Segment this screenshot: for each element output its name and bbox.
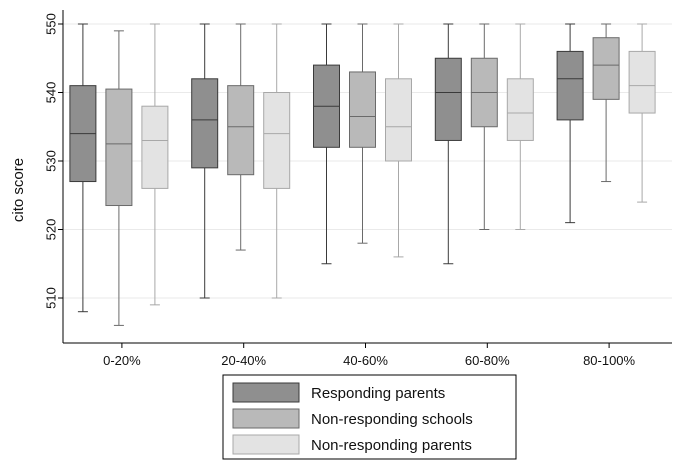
axes xyxy=(62,10,672,344)
x-tick-label: 20-40% xyxy=(221,353,266,368)
iqr-box xyxy=(105,88,133,207)
box-3-0 xyxy=(434,23,462,265)
legend-item: Responding parents xyxy=(232,382,445,403)
x-tick-label: 80-100% xyxy=(583,353,635,368)
legend-item: Non-responding schools xyxy=(232,408,473,429)
iqr-box xyxy=(592,37,620,100)
legend-item: Non-responding parents xyxy=(232,434,472,455)
box-4-1 xyxy=(592,23,620,183)
box-3-1 xyxy=(470,23,498,230)
iqr-box xyxy=(506,78,534,141)
legend-swatch xyxy=(232,408,300,429)
box-1-0 xyxy=(191,23,219,299)
y-tick-label: 520 xyxy=(43,219,58,241)
x-tick-label: 0-20% xyxy=(103,353,141,368)
iqr-box xyxy=(349,71,376,148)
y-tick-label: 510 xyxy=(43,287,58,309)
iqr-box xyxy=(556,50,584,121)
box-4-2 xyxy=(628,23,656,203)
box-0-1 xyxy=(105,30,133,326)
legend-label: Responding parents xyxy=(311,385,445,402)
y-tick-label: 530 xyxy=(43,150,58,172)
iqr-box xyxy=(385,78,412,162)
iqr-box xyxy=(141,105,169,189)
box-0-0 xyxy=(69,23,97,313)
y-ticks: 510 520 530 540 550 xyxy=(43,13,63,309)
y-axis-title: cito score xyxy=(10,158,27,222)
box-3-2 xyxy=(506,23,534,230)
legend: Responding parents Non-responding schools… xyxy=(222,374,517,460)
box-0-2 xyxy=(141,23,169,306)
box-2-0 xyxy=(313,23,340,265)
x-tick-label: 40-60% xyxy=(343,353,388,368)
y-tick-label: 550 xyxy=(43,13,58,35)
iqr-box xyxy=(434,57,462,141)
iqr-box xyxy=(263,92,291,189)
legend-label: Non-responding schools xyxy=(311,411,473,428)
iqr-box xyxy=(227,85,255,176)
x-tick-label: 60-80% xyxy=(465,353,510,368)
y-tick-label: 540 xyxy=(43,82,58,104)
legend-swatch xyxy=(232,382,300,403)
iqr-box xyxy=(191,78,219,169)
box-2-1 xyxy=(349,23,376,244)
iqr-box xyxy=(628,50,656,114)
box-plots xyxy=(69,23,656,326)
legend-swatch xyxy=(232,434,300,455)
x-ticks: 0-20% 20-40% 40-60% 60-80% 80-100% xyxy=(103,343,636,368)
box-1-1 xyxy=(227,23,255,251)
legend-label: Non-responding parents xyxy=(311,437,472,454)
box-1-2 xyxy=(263,23,291,299)
box-4-0 xyxy=(556,23,584,224)
box-2-2 xyxy=(385,23,412,258)
